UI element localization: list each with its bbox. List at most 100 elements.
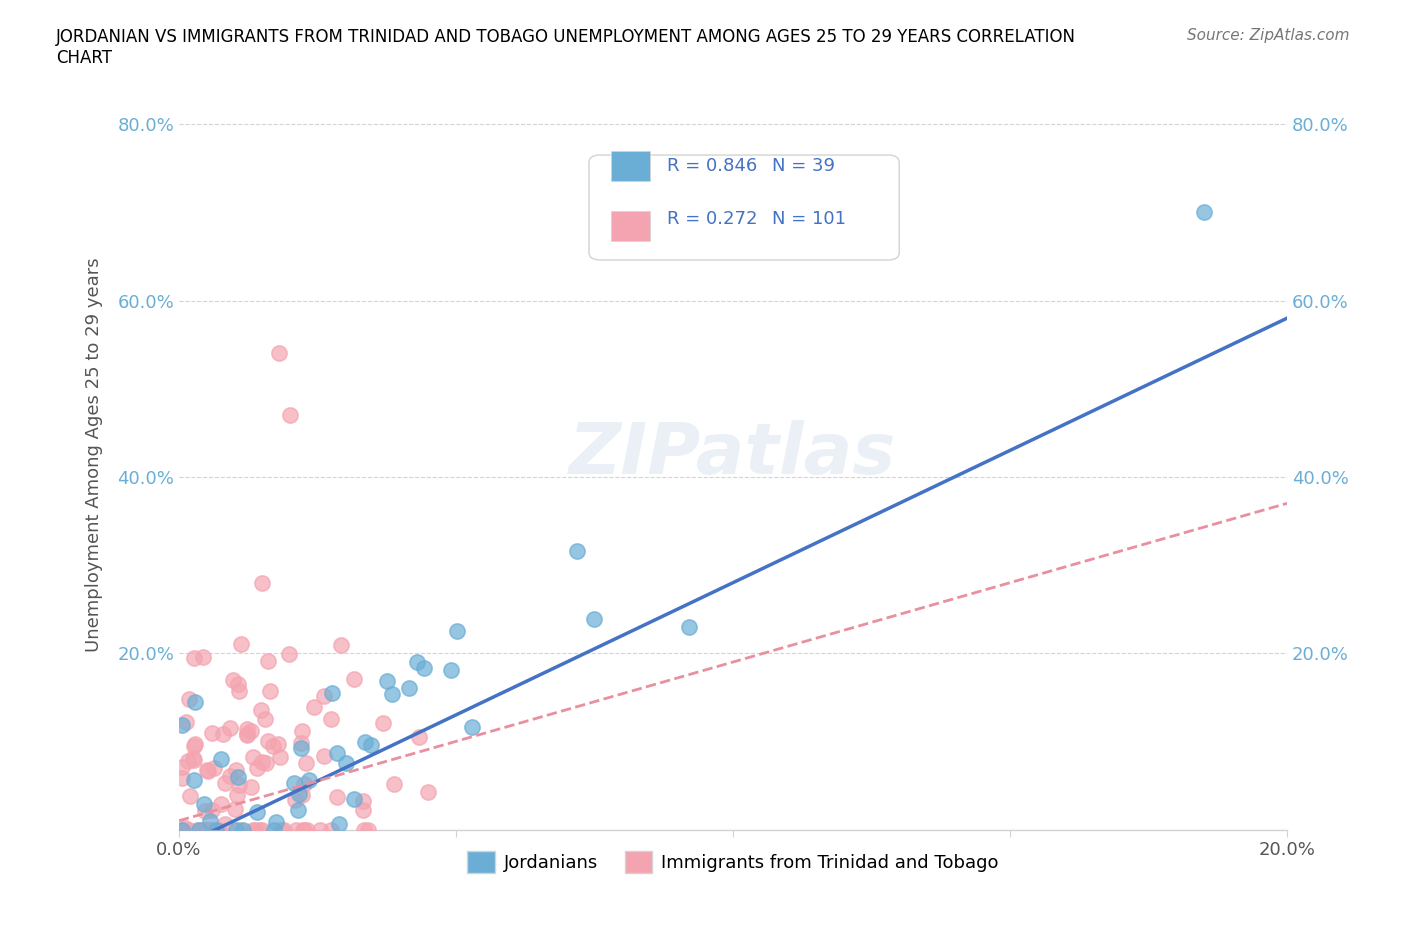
Point [195,763,218,777]
Point [354,734,377,749]
Point [194,804,217,818]
Point [179,822,201,837]
Bar [612,152,650,181]
Point [308,822,330,837]
Y-axis label: Unemployment Among Ages 25 to 29 years: Unemployment Among Ages 25 to 29 years [86,258,103,652]
Point [254,711,277,726]
Point [343,671,366,686]
Point [250,576,273,591]
Point [202,761,225,776]
Point [298,773,321,788]
Text: Source: ZipAtlas.com: Source: ZipAtlas.com [1187,28,1350,43]
Point [236,722,259,737]
Point [328,817,350,831]
Point [198,822,221,837]
Point [242,750,264,764]
Point [235,727,257,742]
Point [375,673,398,688]
Point [295,822,318,837]
Point [198,814,221,829]
Point [285,822,308,837]
Point [290,736,312,751]
Point [235,727,257,742]
Point [254,755,277,770]
Point [225,822,247,837]
Point [201,725,224,740]
Point [565,544,588,559]
Point [461,720,484,735]
Point [284,792,307,807]
Point [170,822,193,837]
Point [179,788,201,803]
Point [446,624,468,639]
Point [416,784,439,799]
Point [207,822,229,837]
Point [259,684,281,698]
Point [173,820,195,835]
Point [228,777,250,792]
Point [353,822,375,837]
Point [228,770,250,785]
Point [193,649,215,664]
Point [335,755,357,770]
Point [209,796,232,811]
Point [246,761,269,776]
Point [228,676,250,691]
Point [197,764,219,778]
Point [295,755,318,770]
Point [319,711,342,726]
Point [352,803,374,817]
Point [278,646,301,661]
Point [183,738,205,753]
Point [440,663,463,678]
Point [1192,205,1215,219]
FancyBboxPatch shape [589,155,900,260]
Point [193,797,215,812]
Point [170,822,193,837]
Point [267,737,290,751]
Point [263,738,285,753]
Point [269,750,291,764]
Point [326,790,349,804]
Point [250,703,273,718]
Text: R = 0.846: R = 0.846 [666,157,756,175]
Point [263,822,285,837]
Point [270,822,292,837]
Point [357,822,380,837]
Point [360,737,382,752]
Point [211,727,233,742]
Point [186,822,208,837]
Point [207,822,229,837]
Point [343,792,366,807]
Point [329,638,352,653]
Bar [612,211,650,241]
Point [232,822,254,837]
Point [267,346,290,361]
Point [292,777,315,791]
Point [193,822,215,837]
Point [214,817,236,831]
Point [250,822,273,837]
Point [225,788,247,803]
Point [183,773,205,788]
Text: ZIPatlas: ZIPatlas [569,420,897,489]
Point [209,751,232,766]
Point [240,724,263,738]
Point [174,715,197,730]
Point [312,689,335,704]
Point [287,787,309,802]
Point [183,753,205,768]
Point [291,788,314,803]
Text: JORDANIAN VS IMMIGRANTS FROM TRINIDAD AND TOBAGO UNEMPLOYMENT AMONG AGES 25 TO 2: JORDANIAN VS IMMIGRANTS FROM TRINIDAD AN… [56,28,1076,67]
Point [193,822,215,837]
Point [352,793,374,808]
Point [231,637,253,652]
Point [222,672,245,687]
Point [214,776,236,790]
Point [304,699,326,714]
Point [273,822,295,837]
Point [243,822,266,837]
Text: R = 0.272: R = 0.272 [666,210,756,228]
Point [291,822,314,837]
Point [225,763,247,777]
